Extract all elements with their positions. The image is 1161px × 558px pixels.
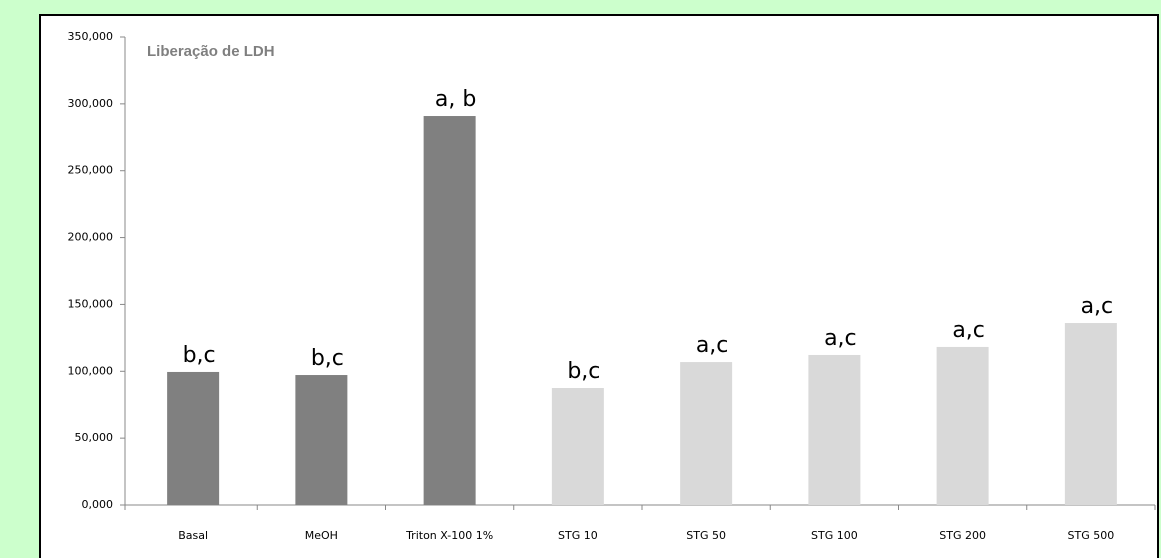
bar (936, 346, 989, 505)
bar-annotation: a,c (696, 333, 729, 358)
y-tick-label: 250,000 (68, 164, 114, 177)
bar (167, 371, 220, 505)
bar (808, 354, 861, 505)
x-tick-label: STG 10 (558, 529, 598, 542)
bar-annotation: a,c (824, 326, 857, 351)
x-tick-label: STG 500 (1068, 529, 1115, 542)
bar-annotation: a, b (435, 87, 476, 112)
x-tick-label: Basal (178, 529, 208, 542)
y-tick-label: 0,000 (82, 498, 114, 511)
bar-annotation: b,c (183, 343, 216, 368)
bar (680, 362, 733, 505)
x-tick-label: STG 50 (686, 529, 726, 542)
bar-annotation: a,c (952, 318, 985, 343)
x-tick-label: STG 100 (811, 529, 858, 542)
y-tick-label: 300,000 (68, 97, 114, 110)
x-tick-label: Triton X-100 1% (405, 529, 493, 542)
bar (551, 388, 604, 505)
x-tick-label: MeOH (305, 529, 338, 542)
y-tick-label: 100,000 (68, 364, 114, 377)
y-tick-label: 150,000 (68, 297, 114, 310)
chart-title: Liberação de LDH (147, 43, 275, 60)
bar (295, 375, 348, 505)
bar (423, 116, 476, 505)
bar-annotation: b,c (311, 346, 344, 371)
y-tick-label: 350,000 (68, 30, 114, 43)
x-tick-label: STG 200 (939, 529, 986, 542)
bar (1064, 323, 1117, 505)
bar-annotation: a,c (1081, 294, 1114, 319)
bar-annotation: b,c (567, 359, 600, 384)
y-tick-label: 200,000 (68, 231, 114, 244)
y-tick-label: 50,000 (75, 431, 114, 444)
